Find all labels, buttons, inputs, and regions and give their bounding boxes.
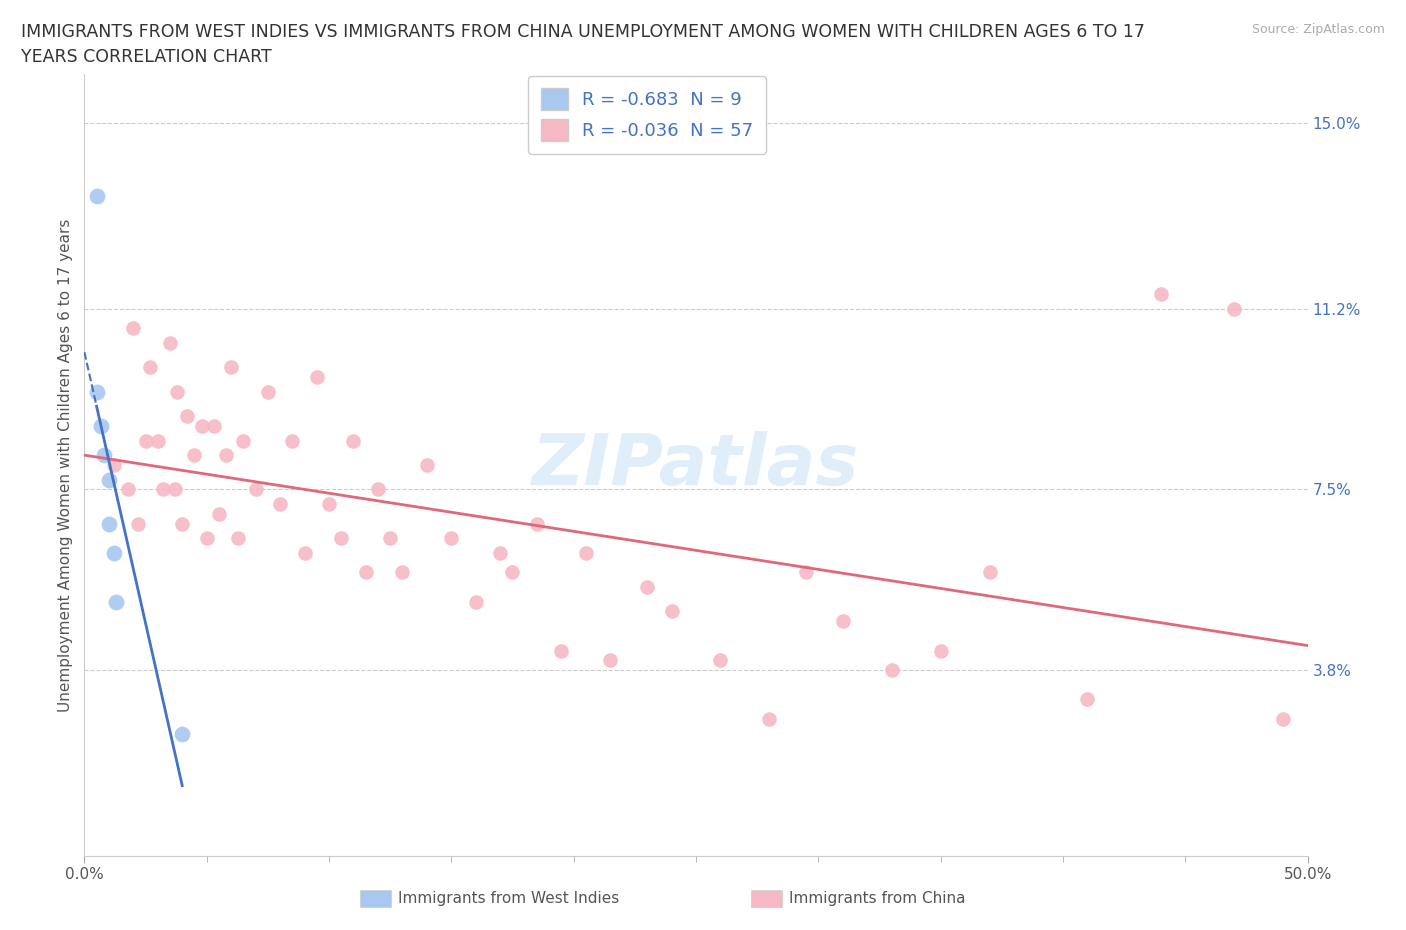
Point xyxy=(245,482,267,497)
Point xyxy=(831,614,853,629)
Point xyxy=(146,433,169,448)
Point xyxy=(380,531,402,546)
Point xyxy=(152,482,174,497)
Text: ZIPatlas: ZIPatlas xyxy=(533,431,859,499)
Point xyxy=(122,321,145,336)
Point xyxy=(440,531,463,546)
Point xyxy=(93,448,115,463)
Point xyxy=(103,458,125,472)
Text: Source: ZipAtlas.com: Source: ZipAtlas.com xyxy=(1251,23,1385,36)
Legend: R = -0.683  N = 9, R = -0.036  N = 57: R = -0.683 N = 9, R = -0.036 N = 57 xyxy=(529,75,766,154)
Point xyxy=(135,433,157,448)
Point xyxy=(103,545,125,560)
Point xyxy=(139,360,162,375)
Point xyxy=(191,418,214,433)
Point xyxy=(709,653,731,668)
Point xyxy=(575,545,598,560)
Point xyxy=(176,409,198,424)
Point xyxy=(215,448,238,463)
Point xyxy=(105,594,128,609)
Point xyxy=(172,516,194,531)
Point xyxy=(86,384,108,399)
Y-axis label: Unemployment Among Women with Children Ages 6 to 17 years: Unemployment Among Women with Children A… xyxy=(58,219,73,711)
Point xyxy=(1150,286,1173,301)
Point xyxy=(550,644,572,658)
Point xyxy=(257,384,280,399)
Point xyxy=(1223,301,1246,316)
Point xyxy=(97,472,120,487)
Point xyxy=(117,482,139,497)
Point xyxy=(526,516,548,531)
Text: Immigrants from West Indies: Immigrants from West Indies xyxy=(398,891,619,906)
Point xyxy=(232,433,254,448)
Point xyxy=(172,726,194,741)
Text: IMMIGRANTS FROM WEST INDIES VS IMMIGRANTS FROM CHINA UNEMPLOYMENT AMONG WOMEN WI: IMMIGRANTS FROM WEST INDIES VS IMMIGRANT… xyxy=(21,23,1144,41)
Point xyxy=(97,516,120,531)
Point xyxy=(228,531,250,546)
Point xyxy=(202,418,225,433)
Point xyxy=(159,336,181,351)
Point xyxy=(502,565,524,580)
Point xyxy=(90,418,112,433)
Point xyxy=(636,579,658,594)
Point xyxy=(354,565,377,580)
Point xyxy=(281,433,304,448)
Point xyxy=(391,565,413,580)
Point xyxy=(794,565,817,580)
Text: Immigrants from China: Immigrants from China xyxy=(789,891,966,906)
Point xyxy=(1076,692,1098,707)
Point xyxy=(661,604,683,619)
Point xyxy=(880,662,903,677)
Point xyxy=(330,531,353,546)
Point xyxy=(183,448,205,463)
Point xyxy=(599,653,621,668)
Text: YEARS CORRELATION CHART: YEARS CORRELATION CHART xyxy=(21,48,271,66)
Point xyxy=(342,433,364,448)
Point xyxy=(208,506,231,521)
Point xyxy=(127,516,149,531)
Point xyxy=(979,565,1001,580)
Point xyxy=(318,497,340,512)
Point xyxy=(86,189,108,204)
Point xyxy=(294,545,316,560)
Point xyxy=(489,545,512,560)
Point xyxy=(163,482,186,497)
Point xyxy=(464,594,486,609)
Point xyxy=(1272,711,1295,726)
Point xyxy=(219,360,242,375)
Point xyxy=(758,711,780,726)
Point xyxy=(166,384,188,399)
Point xyxy=(367,482,389,497)
Point xyxy=(195,531,218,546)
Point xyxy=(305,369,328,385)
Point xyxy=(929,644,952,658)
Point xyxy=(269,497,291,512)
Point xyxy=(416,458,439,472)
